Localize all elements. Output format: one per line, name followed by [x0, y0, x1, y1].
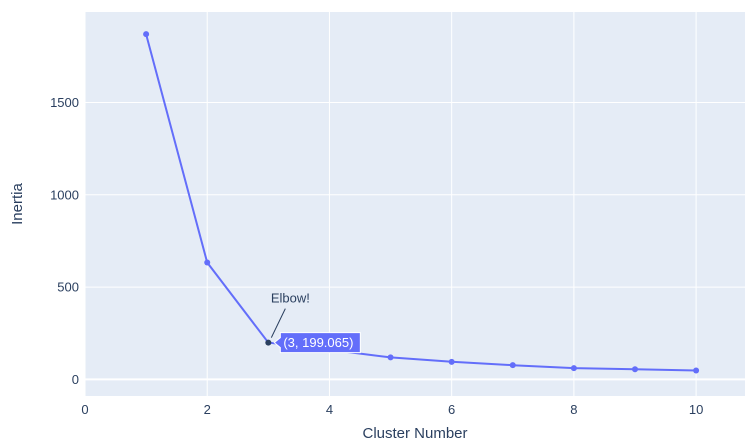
- elbow-annotation-arrow: [270, 308, 286, 338]
- plot-background: [85, 12, 745, 396]
- x-tick-label: 6: [448, 402, 455, 417]
- y-tick-label: 1500: [50, 95, 79, 110]
- data-point: [387, 354, 394, 361]
- elbow-annotation-text: Elbow!: [271, 291, 310, 306]
- hover-label-box: [273, 332, 361, 354]
- data-point: [632, 366, 638, 373]
- vertical-gridlines: [84, 12, 697, 396]
- y-tick-labels: 0 500 1000 1500: [50, 95, 79, 387]
- x-axis-title: Cluster Number: [362, 425, 467, 442]
- data-point: [509, 362, 516, 369]
- hover-label: (3, 199.065): [273, 332, 361, 354]
- y-tick-label: 500: [57, 280, 79, 295]
- horizontal-gridlines: [85, 101, 745, 381]
- data-point: [448, 358, 455, 365]
- data-point: [693, 367, 700, 374]
- elbow-annotation: Elbow!: [271, 291, 310, 338]
- x-tick-label: 8: [570, 402, 577, 417]
- x-tick-label: 4: [326, 402, 333, 417]
- data-point: [265, 339, 272, 346]
- y-axis-title: Inertia: [9, 183, 26, 225]
- inertia-line: [145, 33, 697, 372]
- hover-label-text: (3, 199.065): [283, 335, 353, 350]
- x-tick-label: 2: [204, 402, 211, 417]
- data-point: [204, 259, 211, 266]
- y-tick-label: 1000: [50, 187, 79, 202]
- data-point: [570, 365, 577, 372]
- data-point: [143, 31, 150, 38]
- x-tick-label: 0: [81, 402, 88, 417]
- y-tick-label: 0: [72, 372, 79, 387]
- x-tick-labels: 0 2 4 6 8 10: [81, 402, 703, 417]
- x-tick-label: 10: [689, 402, 703, 417]
